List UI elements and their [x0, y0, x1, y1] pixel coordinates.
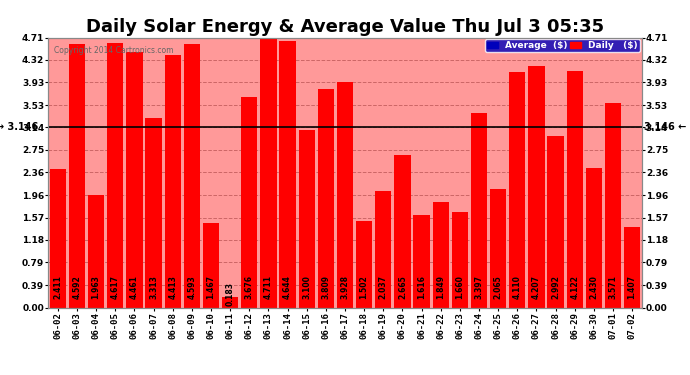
Text: 4.122: 4.122 [570, 275, 579, 299]
Bar [222, 297, 238, 307]
Text: 3.313: 3.313 [149, 275, 158, 299]
Bar [566, 71, 583, 308]
Bar [452, 212, 468, 308]
Text: 3.928: 3.928 [340, 275, 350, 299]
Text: 2.665: 2.665 [398, 275, 407, 299]
Bar [586, 168, 602, 308]
Bar [203, 224, 219, 308]
Text: 4.644: 4.644 [283, 275, 292, 299]
Bar [509, 72, 525, 308]
Bar [317, 89, 334, 308]
Bar [624, 227, 640, 308]
Text: 3.100: 3.100 [302, 275, 311, 299]
Text: 2.037: 2.037 [379, 275, 388, 299]
Bar [356, 221, 373, 308]
Text: 4.617: 4.617 [111, 275, 120, 299]
Text: 4.207: 4.207 [532, 275, 541, 299]
Text: 3.809: 3.809 [322, 275, 331, 299]
Bar [337, 82, 353, 308]
Text: 2.411: 2.411 [53, 275, 62, 299]
Text: 0.183: 0.183 [226, 282, 235, 306]
Text: 2.065: 2.065 [493, 275, 502, 299]
Text: 3.397: 3.397 [475, 275, 484, 299]
Text: 2.992: 2.992 [551, 275, 560, 299]
Bar [433, 201, 449, 308]
Text: 3.676: 3.676 [245, 275, 254, 299]
Text: 4.461: 4.461 [130, 275, 139, 299]
Bar [394, 155, 411, 308]
Bar [50, 169, 66, 308]
Bar [299, 130, 315, 308]
Text: 1.660: 1.660 [455, 275, 464, 299]
Text: 4.593: 4.593 [188, 275, 197, 299]
Bar [529, 66, 544, 308]
Bar [279, 41, 296, 308]
Text: Copyright 2014 Cartronics.com: Copyright 2014 Cartronics.com [55, 46, 174, 55]
Bar [413, 215, 430, 308]
Text: 1.467: 1.467 [206, 275, 215, 299]
Bar [605, 103, 621, 308]
Bar [126, 52, 143, 308]
Bar [490, 189, 506, 308]
Text: 4.110: 4.110 [513, 275, 522, 299]
Legend: Average  ($), Daily   ($): Average ($), Daily ($) [485, 39, 640, 52]
Bar [547, 136, 564, 308]
Bar [88, 195, 104, 308]
Text: 1.849: 1.849 [436, 275, 445, 299]
Bar [184, 44, 200, 308]
Bar [69, 44, 85, 308]
Bar [165, 54, 181, 307]
Text: 1.407: 1.407 [628, 275, 637, 299]
Bar [241, 97, 257, 308]
Text: 1.963: 1.963 [92, 275, 101, 299]
Title: Daily Solar Energy & Average Value Thu Jul 3 05:35: Daily Solar Energy & Average Value Thu J… [86, 18, 604, 36]
Text: → 3.146: → 3.146 [0, 122, 38, 132]
Bar [260, 38, 277, 308]
Bar [146, 118, 161, 308]
Bar [375, 191, 391, 308]
Text: 2.430: 2.430 [589, 275, 598, 299]
Text: 1.616: 1.616 [417, 275, 426, 299]
Bar [107, 43, 124, 308]
Text: 1.502: 1.502 [359, 275, 368, 299]
Text: 4.413: 4.413 [168, 275, 177, 299]
Text: 3.146 ←: 3.146 ← [644, 122, 687, 132]
Text: 3.571: 3.571 [609, 275, 618, 299]
Text: 4.592: 4.592 [72, 275, 81, 299]
Text: 4.711: 4.711 [264, 275, 273, 299]
Bar [471, 113, 487, 308]
